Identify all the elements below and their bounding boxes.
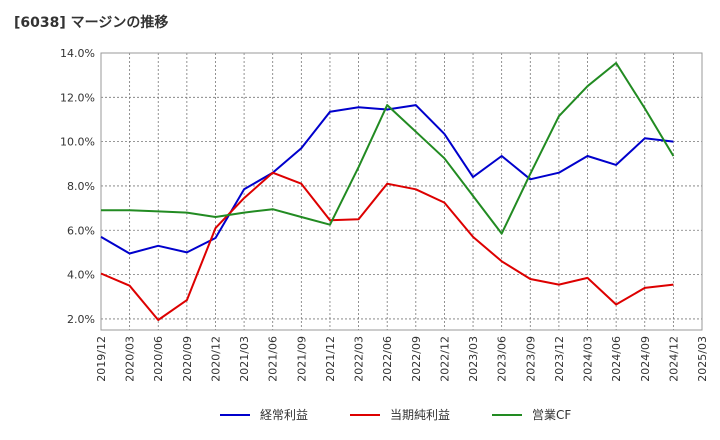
series-lines (100, 62, 675, 321)
x-tick-label: 2023/06 (496, 336, 509, 382)
y-tick-label: 4.0% (67, 269, 95, 282)
x-tick-label: 2021/03 (238, 336, 251, 382)
series-line (100, 171, 674, 321)
y-tick-label: 2.0% (67, 313, 95, 326)
x-tick-label: 2022/09 (410, 336, 423, 382)
x-tick-label: 2022/06 (381, 336, 394, 382)
x-tick-label: 2021/09 (295, 336, 308, 382)
series-line (100, 104, 674, 255)
legend-label: 経常利益 (260, 408, 308, 422)
x-tick-label: 2023/03 (467, 336, 480, 382)
series-line (101, 62, 675, 235)
x-tick-label: 2024/09 (639, 336, 652, 382)
plot-area-frame (100, 52, 703, 331)
legend: 経常利益 当期純利益 営業CF (220, 408, 571, 422)
legend-label: 営業CF (532, 408, 571, 422)
x-tick-label: 2024/12 (667, 336, 680, 382)
x-tick-label: 2021/06 (267, 336, 280, 382)
x-tick-label: 2020/03 (124, 336, 137, 382)
x-tick-label: 2025/03 (696, 336, 709, 382)
y-axis-ticks: 2.0% 4.0% 6.0% 8.0% 10.0% 12.0% 14.0% (60, 47, 95, 326)
x-tick-label: 2024/06 (610, 336, 623, 382)
x-tick-label: 2020/09 (181, 336, 194, 382)
x-tick-label: 2020/06 (152, 336, 165, 382)
y-tick-label: 10.0% (60, 136, 95, 149)
x-tick-label: 2024/03 (582, 336, 595, 382)
x-tick-label: 2022/03 (353, 336, 366, 382)
x-axis-ticks: 2019/12 2020/03 2020/06 2020/09 2020/12 2021/… (95, 336, 709, 382)
x-tick-label: 2023/12 (553, 336, 566, 382)
chart-title: [6038] マージンの推移 (14, 15, 169, 31)
x-tick-label: 2022/12 (438, 336, 451, 382)
y-tick-label: 6.0% (67, 224, 95, 237)
y-tick-label: 8.0% (67, 180, 95, 193)
x-tick-label: 2019/12 (95, 336, 108, 382)
x-tick-label: 2021/12 (324, 336, 337, 382)
y-tick-label: 14.0% (60, 47, 95, 60)
y-tick-label: 12.0% (60, 91, 95, 104)
x-tick-label: 2023/09 (524, 336, 537, 382)
x-tick-label: 2020/12 (209, 336, 222, 382)
legend-label: 当期純利益 (390, 408, 450, 422)
